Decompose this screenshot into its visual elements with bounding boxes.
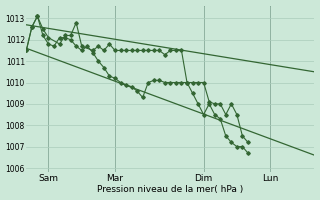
- X-axis label: Pression niveau de la mer( hPa ): Pression niveau de la mer( hPa ): [97, 185, 244, 194]
